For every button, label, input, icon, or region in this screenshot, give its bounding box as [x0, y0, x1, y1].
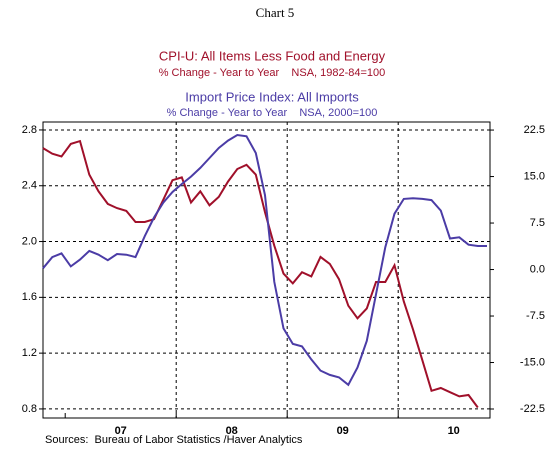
- legend-subtitle: % Change - Year to Year NSA, 1982-84=100: [159, 67, 386, 79]
- legend-title: CPI-U: All Items Less Food and Energy: [159, 48, 386, 63]
- y-tick-label: 2.8: [22, 124, 37, 136]
- chart-title: Chart 5: [256, 5, 295, 20]
- y2-tick-label: 22.5: [524, 124, 545, 136]
- y2-tick-label: 0.0: [530, 263, 545, 275]
- plot-frame: [42, 121, 491, 419]
- y-tick-label: 2.4: [22, 180, 37, 192]
- x-tick-label: 07: [115, 425, 127, 437]
- legend-subtitle: % Change - Year to Year NSA, 2000=100: [167, 107, 378, 119]
- y-tick-label: 1.2: [22, 347, 37, 359]
- y2-tick-label: -15.0: [520, 356, 545, 368]
- x-tick-label: 08: [226, 425, 238, 437]
- series-line: [42, 133, 487, 387]
- x-tick-label: 10: [448, 425, 460, 437]
- source: Sources: Bureau of Labor Statistics /Hav…: [45, 434, 303, 446]
- series-line: [42, 139, 479, 409]
- y2-tick-label: -22.5: [520, 403, 545, 415]
- x-tick-label: 09: [337, 425, 349, 437]
- y-tick-label: 2.0: [22, 235, 37, 247]
- y-tick-label: 0.8: [22, 403, 37, 415]
- y2-tick-label: 7.5: [530, 217, 545, 229]
- legend-title: Import Price Index: All Imports: [185, 89, 359, 104]
- y2-tick-label: 15.0: [524, 170, 545, 182]
- y-tick-label: 1.6: [22, 291, 37, 303]
- y2-tick-label: -7.5: [526, 310, 545, 322]
